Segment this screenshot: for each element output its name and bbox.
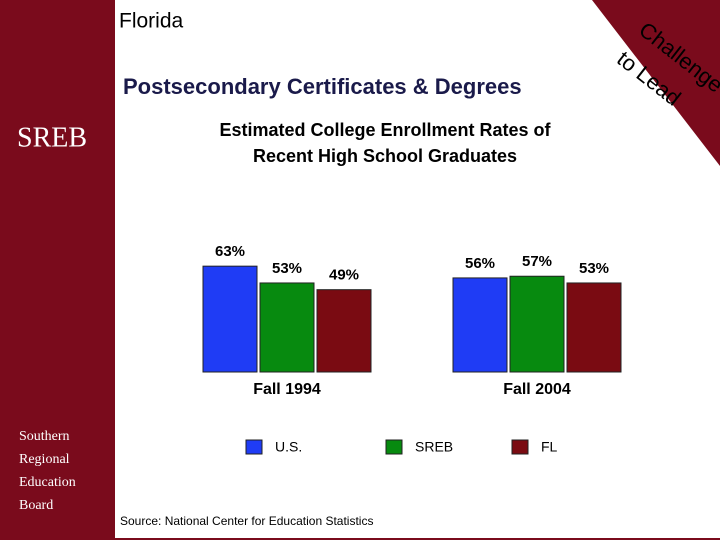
legend-label: FL — [541, 439, 558, 455]
bar — [316, 289, 372, 373]
corner-triangle — [592, 0, 720, 166]
legend-label: U.S. — [275, 439, 302, 455]
value-label: 57% — [522, 253, 552, 270]
bar — [202, 265, 258, 373]
organization: Regional — [19, 452, 70, 467]
value-label: 53% — [272, 260, 302, 277]
bar — [509, 275, 565, 373]
legend-label: SREB — [415, 439, 453, 455]
slide-title: Postsecondary Certificates & Degrees — [123, 74, 522, 99]
chart-title: Estimated College Enrollment Rates of — [219, 120, 551, 140]
bar — [259, 282, 315, 373]
value-label: 56% — [465, 255, 495, 272]
logo: SREB — [17, 122, 87, 153]
organization: Southern — [19, 429, 70, 444]
value-label: 49% — [329, 267, 359, 284]
value-label: 53% — [579, 260, 609, 277]
organization: Board — [19, 498, 53, 513]
bar — [452, 277, 508, 373]
organization: Education — [19, 475, 76, 490]
source: Source: National Center for Education St… — [120, 514, 373, 528]
chart-title: Recent High School Graduates — [253, 146, 517, 166]
legend-swatch — [511, 439, 529, 455]
value-label: 63% — [215, 243, 245, 260]
legend-swatch — [385, 439, 403, 455]
x-tick-label: Fall 1994 — [253, 381, 321, 398]
x-tick-label: Fall 2004 — [503, 381, 571, 398]
legend-swatch — [245, 439, 263, 455]
state: Florida — [119, 10, 184, 33]
bar — [566, 282, 622, 373]
